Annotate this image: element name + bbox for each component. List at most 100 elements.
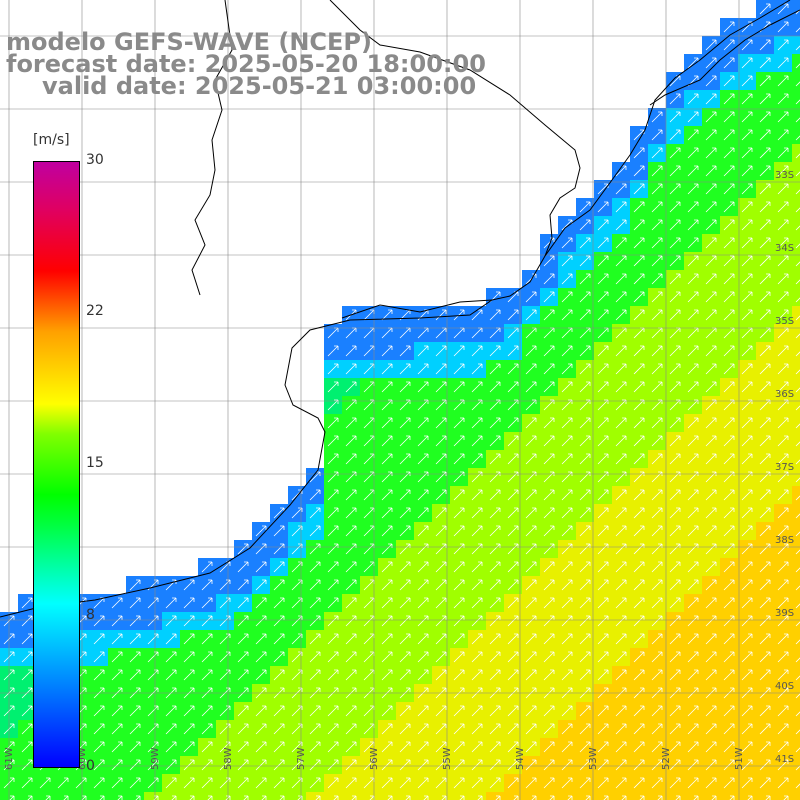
wind-arrow bbox=[759, 597, 771, 609]
wind-arrow bbox=[615, 633, 627, 645]
wind-arrow bbox=[705, 507, 717, 519]
wind-arrow bbox=[345, 615, 357, 627]
wind-arrow bbox=[669, 543, 681, 555]
wind-arrow bbox=[471, 615, 483, 627]
wind-cell bbox=[450, 792, 468, 800]
wind-arrow bbox=[669, 561, 681, 573]
wind-arrow bbox=[723, 237, 735, 249]
wind-arrow bbox=[687, 291, 699, 303]
wind-arrow bbox=[165, 597, 177, 609]
wind-arrow bbox=[705, 291, 717, 303]
wind-arrow bbox=[435, 651, 447, 663]
wind-arrow bbox=[201, 723, 213, 735]
wind-arrow bbox=[381, 759, 393, 771]
wind-arrow bbox=[777, 75, 789, 87]
wind-arrow bbox=[507, 363, 519, 375]
wind-arrow bbox=[183, 597, 195, 609]
wind-arrow bbox=[435, 489, 447, 501]
wind-arrow bbox=[615, 399, 627, 411]
wind-arrow bbox=[579, 435, 591, 447]
wind-arrow bbox=[417, 363, 429, 375]
wind-arrow bbox=[651, 561, 663, 573]
wind-arrow bbox=[561, 777, 573, 789]
wind-arrow bbox=[117, 795, 123, 800]
wind-cell bbox=[792, 342, 800, 360]
wind-arrow bbox=[633, 147, 645, 159]
wind-arrow bbox=[381, 525, 393, 537]
wind-arrow bbox=[615, 183, 627, 195]
wind-arrow bbox=[777, 237, 789, 249]
wind-arrow bbox=[489, 561, 501, 573]
wind-arrow bbox=[777, 777, 789, 789]
wind-arrow bbox=[111, 723, 123, 735]
wind-arrow bbox=[615, 435, 627, 447]
wind-arrow bbox=[507, 561, 519, 573]
wind-arrow bbox=[147, 597, 159, 609]
wind-arrow bbox=[183, 741, 195, 753]
wind-arrow bbox=[381, 597, 393, 609]
wind-arrow bbox=[453, 309, 465, 321]
wind-cell bbox=[252, 792, 270, 800]
wind-arrow bbox=[669, 273, 681, 285]
wind-arrow bbox=[795, 243, 800, 249]
wind-arrow bbox=[561, 435, 573, 447]
wind-arrow bbox=[795, 171, 800, 177]
wind-arrow bbox=[741, 399, 753, 411]
valid-date: valid date: 2025-05-21 03:00:00 bbox=[42, 72, 477, 100]
wind-arrow bbox=[327, 705, 339, 717]
wind-arrow bbox=[135, 795, 141, 800]
wind-arrow bbox=[93, 777, 105, 789]
wind-cell bbox=[792, 90, 800, 108]
border-mini bbox=[649, 9, 800, 106]
wind-arrow bbox=[561, 363, 573, 375]
wind-arrow bbox=[777, 165, 789, 177]
wind-arrow bbox=[741, 201, 753, 213]
wind-arrow bbox=[759, 489, 771, 501]
coastline bbox=[0, 0, 791, 618]
wind-cell bbox=[792, 108, 800, 126]
wind-arrow bbox=[579, 489, 591, 501]
wind-arrow bbox=[399, 435, 411, 447]
wind-arrow bbox=[489, 309, 501, 321]
wind-arrow bbox=[255, 777, 267, 789]
wind-arrow bbox=[453, 705, 465, 717]
wind-arrow bbox=[75, 777, 87, 789]
wind-arrow bbox=[723, 759, 735, 771]
wind-arrow bbox=[345, 651, 357, 663]
wind-arrow bbox=[111, 759, 123, 771]
wind-arrow bbox=[93, 651, 105, 663]
wind-arrow bbox=[399, 669, 411, 681]
wind-arrow bbox=[615, 309, 627, 321]
wind-arrow bbox=[75, 759, 87, 771]
wind-arrow bbox=[453, 561, 465, 573]
wind-arrow bbox=[405, 795, 411, 800]
wind-arrow bbox=[417, 633, 429, 645]
wind-arrow bbox=[723, 219, 735, 231]
wind-arrow bbox=[453, 651, 465, 663]
wind-arrow bbox=[507, 309, 519, 321]
wind-arrow bbox=[597, 201, 609, 213]
wind-arrow bbox=[93, 669, 105, 681]
wind-arrow bbox=[561, 507, 573, 519]
wind-arrow bbox=[585, 795, 591, 800]
wind-arrow bbox=[237, 741, 249, 753]
wind-arrow bbox=[759, 3, 771, 15]
wind-arrow bbox=[255, 705, 267, 717]
wind-arrow bbox=[759, 615, 771, 627]
wind-cell bbox=[792, 180, 800, 198]
wind-arrow bbox=[291, 759, 303, 771]
wind-arrow bbox=[255, 759, 267, 771]
wind-arrow bbox=[543, 579, 555, 591]
wind-arrow bbox=[651, 255, 663, 267]
wind-arrow bbox=[417, 759, 429, 771]
wind-arrow bbox=[777, 39, 789, 51]
wind-arrow bbox=[561, 741, 573, 753]
wind-cell bbox=[18, 792, 36, 800]
wind-arrow bbox=[759, 309, 771, 321]
wind-arrow bbox=[795, 207, 800, 213]
wind-arrow bbox=[723, 579, 735, 591]
wind-arrow bbox=[723, 147, 735, 159]
wind-arrow bbox=[705, 255, 717, 267]
wind-arrow bbox=[273, 723, 285, 735]
wind-arrow bbox=[471, 525, 483, 537]
